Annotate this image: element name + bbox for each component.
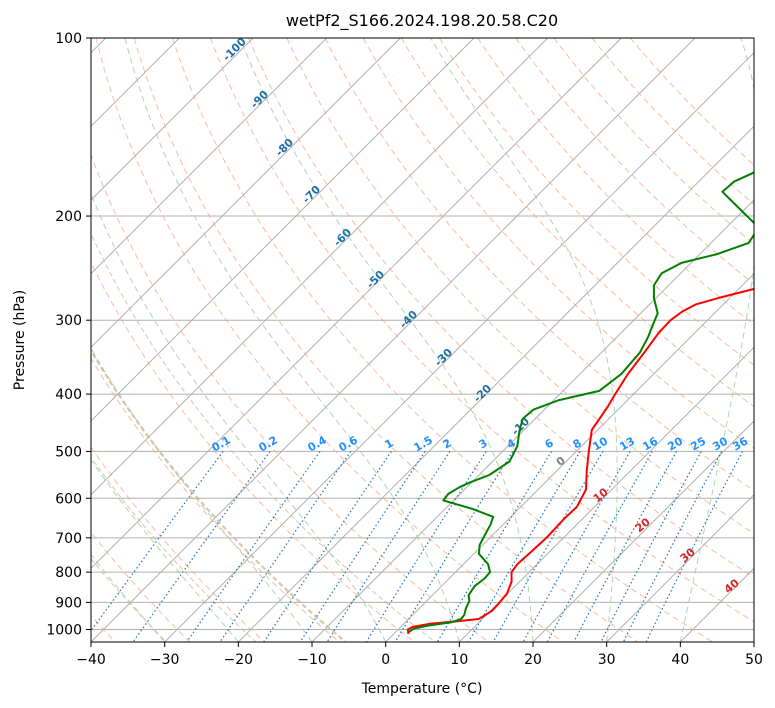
isotherm--40 (91, 38, 696, 642)
x-tick-label: 30 (598, 652, 616, 668)
moist-adiabats (91, 38, 754, 642)
mixing-ratio-line-10 (492, 451, 604, 642)
dry-adiabat-0 (91, 261, 415, 642)
dry-adiabat-110 (438, 38, 754, 366)
x-tick-label: −30 (150, 652, 180, 668)
mixing-ratio-line-6 (436, 451, 553, 642)
isotherm-20 (532, 420, 754, 642)
y-tick-label: 500 (55, 444, 82, 460)
mixing-ratio-line-20 (573, 451, 678, 642)
x-tick-label: 40 (671, 652, 689, 668)
y-tick-label: 700 (55, 531, 82, 547)
sounding-series (406, 171, 754, 635)
dry-adiabat-90 (362, 38, 754, 449)
mixing-ratio-line-0.4 (186, 451, 321, 642)
x-tick-label: 10 (450, 652, 468, 668)
dewpoint-profile-line (408, 171, 754, 633)
chart-title: wetPf2_S166.2024.198.20.58.C20 (286, 11, 558, 31)
dry-adiabat-150 (591, 38, 754, 206)
dry-adiabat-20 (95, 38, 564, 642)
mixing-ratio-line-4 (394, 451, 514, 642)
x-tick-label: 20 (524, 652, 542, 668)
dry-adiabat-60 (248, 38, 754, 578)
dry-adiabat-70 (286, 38, 754, 535)
isotherm--70 (91, 38, 475, 422)
y-tick-label: 600 (55, 491, 82, 507)
moist-adiabat--20 (91, 459, 239, 642)
dry-adiabat-80 (324, 38, 754, 492)
temperature-profile-line (406, 287, 754, 635)
y-tick-label: 100 (55, 31, 82, 47)
isotherm--80 (91, 38, 401, 349)
x-tick-label: −10 (297, 652, 327, 668)
y-tick-label: 800 (55, 565, 82, 581)
mixing-ratio-line-2 (326, 451, 451, 642)
y-axis-label: Pressure (hPa) (12, 290, 28, 390)
mixing-ratio-line-0.1 (91, 451, 224, 632)
mixing-ratio-line-16 (546, 451, 653, 642)
x-axis: −40 −30 −20 −10 0 10 20 30 40 50 (76, 642, 763, 668)
moist-adiabat--30 (91, 553, 166, 642)
mixing-ratio-lines (91, 451, 744, 642)
isotherm--90 (91, 38, 328, 275)
isotherm--60 (91, 38, 549, 496)
mixing-ratio-line-8 (467, 451, 581, 642)
moist-adiabat-0 (91, 192, 387, 642)
moist-adiabat-10 (124, 38, 460, 642)
dry-adiabat-40 (171, 38, 713, 642)
isotherm--100 (91, 38, 254, 201)
x-tick-label: −40 (76, 652, 106, 668)
moist-adiabat--10 (91, 347, 313, 642)
mixing-ratio-line-3 (365, 451, 487, 642)
dry-adiabat-140 (553, 38, 754, 245)
mixing-ratio-line-0.6 (219, 451, 352, 642)
isotherm--20 (237, 125, 754, 642)
x-tick-label: 0 (381, 652, 390, 668)
mixing-ratio-line-13 (522, 451, 631, 642)
y-tick-label: 1000 (46, 622, 82, 638)
y-tick-label: 200 (55, 209, 82, 225)
plot-frame (90, 37, 755, 643)
x-tick-label: 50 (745, 652, 763, 668)
moist-adiabat-20 (239, 38, 534, 642)
y-tick-label: 400 (55, 387, 82, 403)
pressure-gridlines (91, 38, 754, 630)
isotherm-gridlines (91, 38, 754, 642)
isotherm-0 (385, 272, 754, 642)
dry-adiabat-50 (210, 38, 754, 623)
moist-adiabat-30 (430, 38, 618, 642)
y-axis: 100 200 300 400 500 600 700 800 900 1000 (46, 31, 91, 638)
dry-adiabat-100 (400, 38, 754, 408)
isotherm--30 (164, 51, 754, 642)
isotherm-30 (606, 493, 754, 642)
y-tick-label: 900 (55, 595, 82, 611)
mixing-ratio-line-25 (600, 451, 702, 642)
isotherm-10 (458, 346, 754, 642)
dry-adiabat--20 (91, 446, 265, 642)
moist-adiabat-40 (679, 38, 754, 642)
dry-adiabat--10 (91, 357, 340, 642)
dry-adiabat-30 (133, 38, 639, 642)
x-axis-label: Temperature (°C) (361, 681, 483, 697)
plot-area: -100-90-80-70-60-50-40-30-20-100.1 0.2 0.4… (91, 38, 754, 642)
x-tick-label: −20 (224, 652, 254, 668)
isotherm--50 (91, 38, 622, 570)
mixing-ratio-line-30 (622, 451, 723, 642)
y-tick-label: 300 (55, 313, 82, 329)
